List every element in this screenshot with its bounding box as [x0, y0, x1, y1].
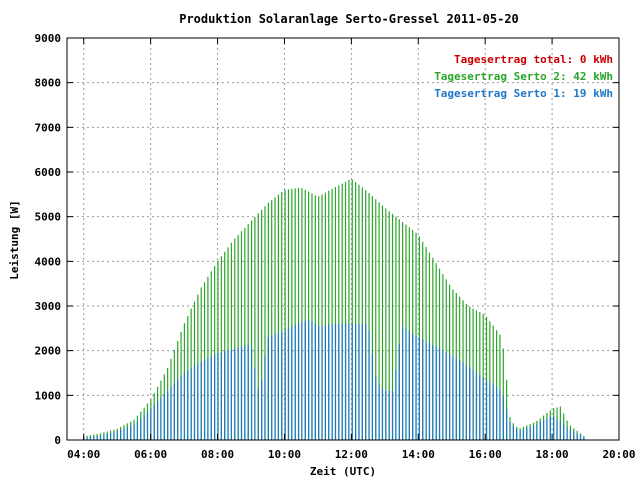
x-tick-label: 12:00: [335, 448, 368, 461]
y-tick-label: 4000: [35, 255, 62, 268]
legend-entry: Tagesertrag total: 0 kWh: [454, 53, 613, 66]
ticks: 0 1000 2000 3000 4000 5000 6000 7000 8000 9000 04:…: [35, 32, 636, 461]
x-axis-label: Zeit (UTC): [310, 465, 376, 478]
legend-entry: Tagesertrag Serto 2: 42 kWh: [434, 70, 613, 83]
y-tick-label: 6000: [35, 166, 62, 179]
y-tick-label: 2000: [35, 345, 62, 358]
x-tick-label: 06:00: [134, 448, 167, 461]
x-tick-label: 10:00: [268, 448, 301, 461]
y-tick-label: 7000: [35, 121, 62, 134]
x-tick-label: 14:00: [402, 448, 435, 461]
series-layer: [83, 179, 585, 440]
y-tick-label: 8000: [35, 77, 62, 90]
grid: [67, 38, 619, 440]
plot-frame: [66, 37, 620, 441]
y-tick-label: 3000: [35, 300, 62, 313]
y-tick-label: 9000: [35, 32, 62, 45]
x-tick-label: 20:00: [602, 448, 635, 461]
y-tick-label: 5000: [35, 211, 62, 224]
y-axis-label: Leistung [W]: [8, 200, 21, 279]
x-tick-label: 04:00: [67, 448, 100, 461]
y-tick-label: 1000: [35, 389, 62, 402]
x-tick-label: 08:00: [201, 448, 234, 461]
legend: Tagesertrag total: 0 kWh Tagesertrag Sert…: [434, 53, 613, 100]
legend-entry: Tagesertrag Serto 1: 19 kWh: [434, 87, 613, 100]
chart-title: Produktion Solaranlage Serto-Gressel 201…: [179, 12, 519, 26]
x-tick-label: 16:00: [469, 448, 502, 461]
x-tick-label: 18:00: [536, 448, 569, 461]
series-serto1: [83, 319, 585, 440]
y-tick-label: 0: [54, 434, 61, 447]
